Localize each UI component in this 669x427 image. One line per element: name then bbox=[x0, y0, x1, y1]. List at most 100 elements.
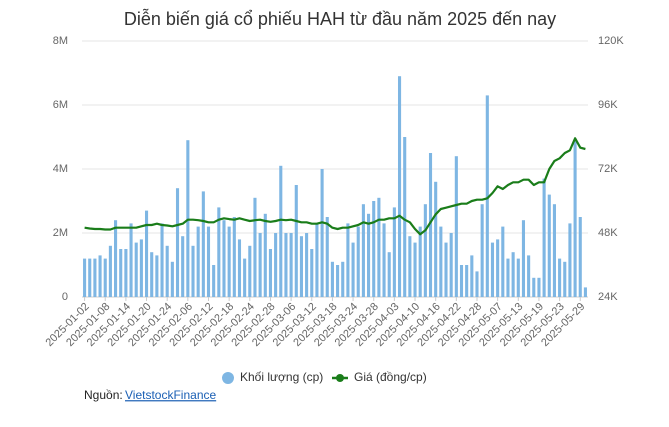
bar bbox=[299, 236, 303, 297]
y2-tick-label: 48K bbox=[598, 227, 618, 239]
bar bbox=[361, 204, 365, 297]
bar bbox=[392, 207, 396, 297]
bar bbox=[139, 239, 143, 297]
bar bbox=[465, 265, 469, 297]
bar bbox=[444, 242, 448, 297]
bar bbox=[485, 95, 489, 298]
bar bbox=[88, 258, 92, 297]
source-link[interactable]: VietstockFinance bbox=[125, 388, 216, 402]
y2-tick-label: 120K bbox=[598, 35, 624, 47]
bar bbox=[103, 258, 107, 297]
legend-label: Giá (đồng/cp) bbox=[354, 370, 427, 384]
bar bbox=[459, 265, 464, 297]
bar bbox=[93, 258, 97, 297]
bar bbox=[227, 226, 231, 297]
bar bbox=[475, 271, 479, 297]
bar bbox=[253, 197, 257, 297]
bar bbox=[114, 220, 118, 297]
bar bbox=[423, 204, 427, 297]
bar bbox=[160, 223, 164, 297]
bar bbox=[542, 178, 546, 297]
bar bbox=[527, 255, 531, 297]
legend-marker bbox=[336, 374, 344, 382]
bar bbox=[248, 245, 252, 297]
bar bbox=[258, 233, 262, 297]
bar bbox=[196, 226, 200, 297]
y-tick-label: 0 bbox=[62, 291, 68, 303]
bar bbox=[573, 140, 577, 297]
bar bbox=[165, 245, 169, 297]
bar bbox=[346, 223, 350, 297]
bar bbox=[563, 261, 567, 297]
bar bbox=[506, 258, 510, 297]
bar bbox=[516, 258, 520, 297]
bar bbox=[449, 233, 453, 297]
bar bbox=[284, 233, 288, 297]
bar bbox=[454, 156, 458, 297]
bar bbox=[232, 217, 236, 297]
bar bbox=[108, 245, 112, 297]
bar bbox=[206, 226, 211, 297]
y-tick-label: 8M bbox=[53, 35, 68, 47]
bar bbox=[568, 223, 572, 297]
bar bbox=[537, 277, 541, 297]
bar bbox=[119, 249, 123, 297]
bar bbox=[222, 220, 226, 297]
bar bbox=[439, 226, 443, 297]
bar bbox=[558, 258, 562, 297]
bar bbox=[330, 261, 334, 297]
bar bbox=[289, 233, 293, 297]
bar bbox=[305, 233, 309, 297]
bar bbox=[274, 233, 278, 297]
bar bbox=[83, 258, 87, 297]
y-tick-label: 6M bbox=[53, 99, 68, 111]
source-label: Nguồn: bbox=[84, 388, 123, 402]
bar bbox=[578, 217, 582, 297]
bar bbox=[418, 226, 422, 297]
bar bbox=[217, 207, 221, 297]
bar bbox=[490, 242, 495, 297]
bar bbox=[181, 236, 185, 297]
bar bbox=[382, 223, 386, 297]
bar bbox=[124, 249, 128, 297]
bar bbox=[552, 204, 556, 297]
bar bbox=[268, 249, 273, 297]
bar bbox=[583, 287, 587, 297]
bar bbox=[356, 226, 360, 297]
bar bbox=[428, 153, 433, 297]
bar bbox=[403, 137, 407, 297]
bar bbox=[98, 255, 102, 297]
bar bbox=[377, 197, 381, 297]
bar bbox=[434, 181, 438, 297]
bar bbox=[547, 194, 551, 297]
bar bbox=[501, 226, 505, 297]
bar bbox=[532, 277, 536, 297]
bar bbox=[511, 252, 515, 297]
price-line bbox=[84, 137, 586, 236]
bar bbox=[175, 188, 180, 297]
bar bbox=[413, 242, 417, 297]
bar bbox=[387, 252, 391, 297]
y2-tick-label: 96K bbox=[598, 99, 618, 111]
bar bbox=[521, 220, 526, 297]
bar bbox=[336, 265, 340, 297]
bar bbox=[129, 223, 133, 297]
bar bbox=[170, 261, 174, 297]
bar bbox=[243, 258, 247, 297]
y2-tick-label: 72K bbox=[598, 163, 618, 175]
bar bbox=[134, 242, 138, 297]
bar bbox=[351, 242, 355, 297]
bar bbox=[341, 261, 345, 297]
y-tick-label: 4M bbox=[53, 163, 68, 175]
bar bbox=[155, 255, 159, 297]
bar bbox=[367, 213, 371, 297]
bar bbox=[279, 165, 283, 297]
bar bbox=[325, 217, 329, 297]
legend-label: Khối lượng (cp) bbox=[240, 370, 323, 384]
bar bbox=[397, 76, 402, 297]
bar bbox=[320, 169, 324, 297]
bar bbox=[408, 236, 412, 297]
bar bbox=[480, 204, 484, 297]
